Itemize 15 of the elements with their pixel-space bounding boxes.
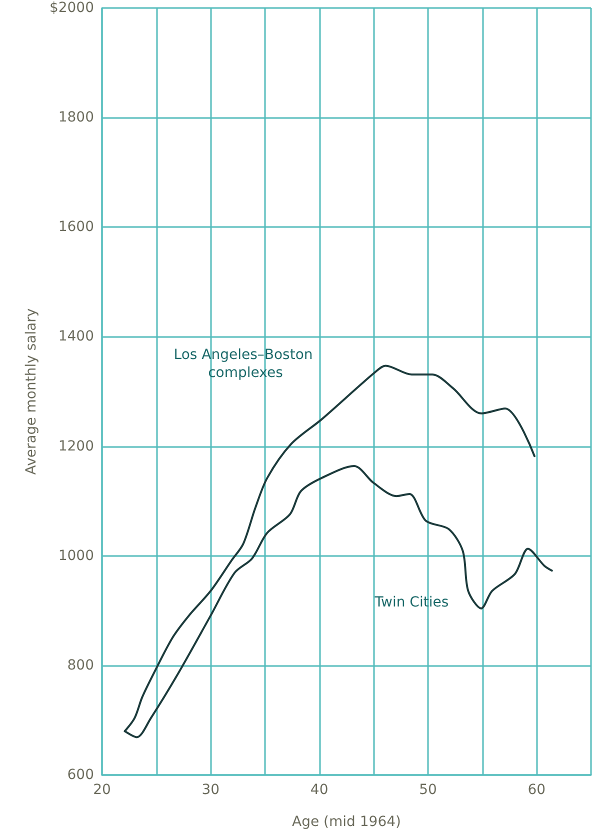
y-tick-label: 1600 [58, 219, 94, 236]
x-tick-label: 40 [310, 782, 328, 798]
y-tick-label: $2000 [49, 0, 94, 16]
y-tick-label: 1400 [58, 328, 94, 345]
x-tick-label: 20 [93, 782, 111, 798]
x-tick-label: 30 [202, 782, 220, 798]
y-tick-label: 1200 [58, 438, 94, 454]
x-axis-title: Age (mid 1964) [292, 814, 401, 830]
x-tick-label: 60 [528, 782, 546, 798]
y-axis-title: Average monthly salary [24, 308, 40, 475]
y-tick-label: 800 [67, 657, 94, 674]
y-tick-label: 1800 [58, 110, 94, 126]
x-tick-label: 50 [419, 782, 437, 798]
y-tick-label: 600 [67, 767, 94, 783]
y-tick-label: 1000 [58, 548, 94, 564]
